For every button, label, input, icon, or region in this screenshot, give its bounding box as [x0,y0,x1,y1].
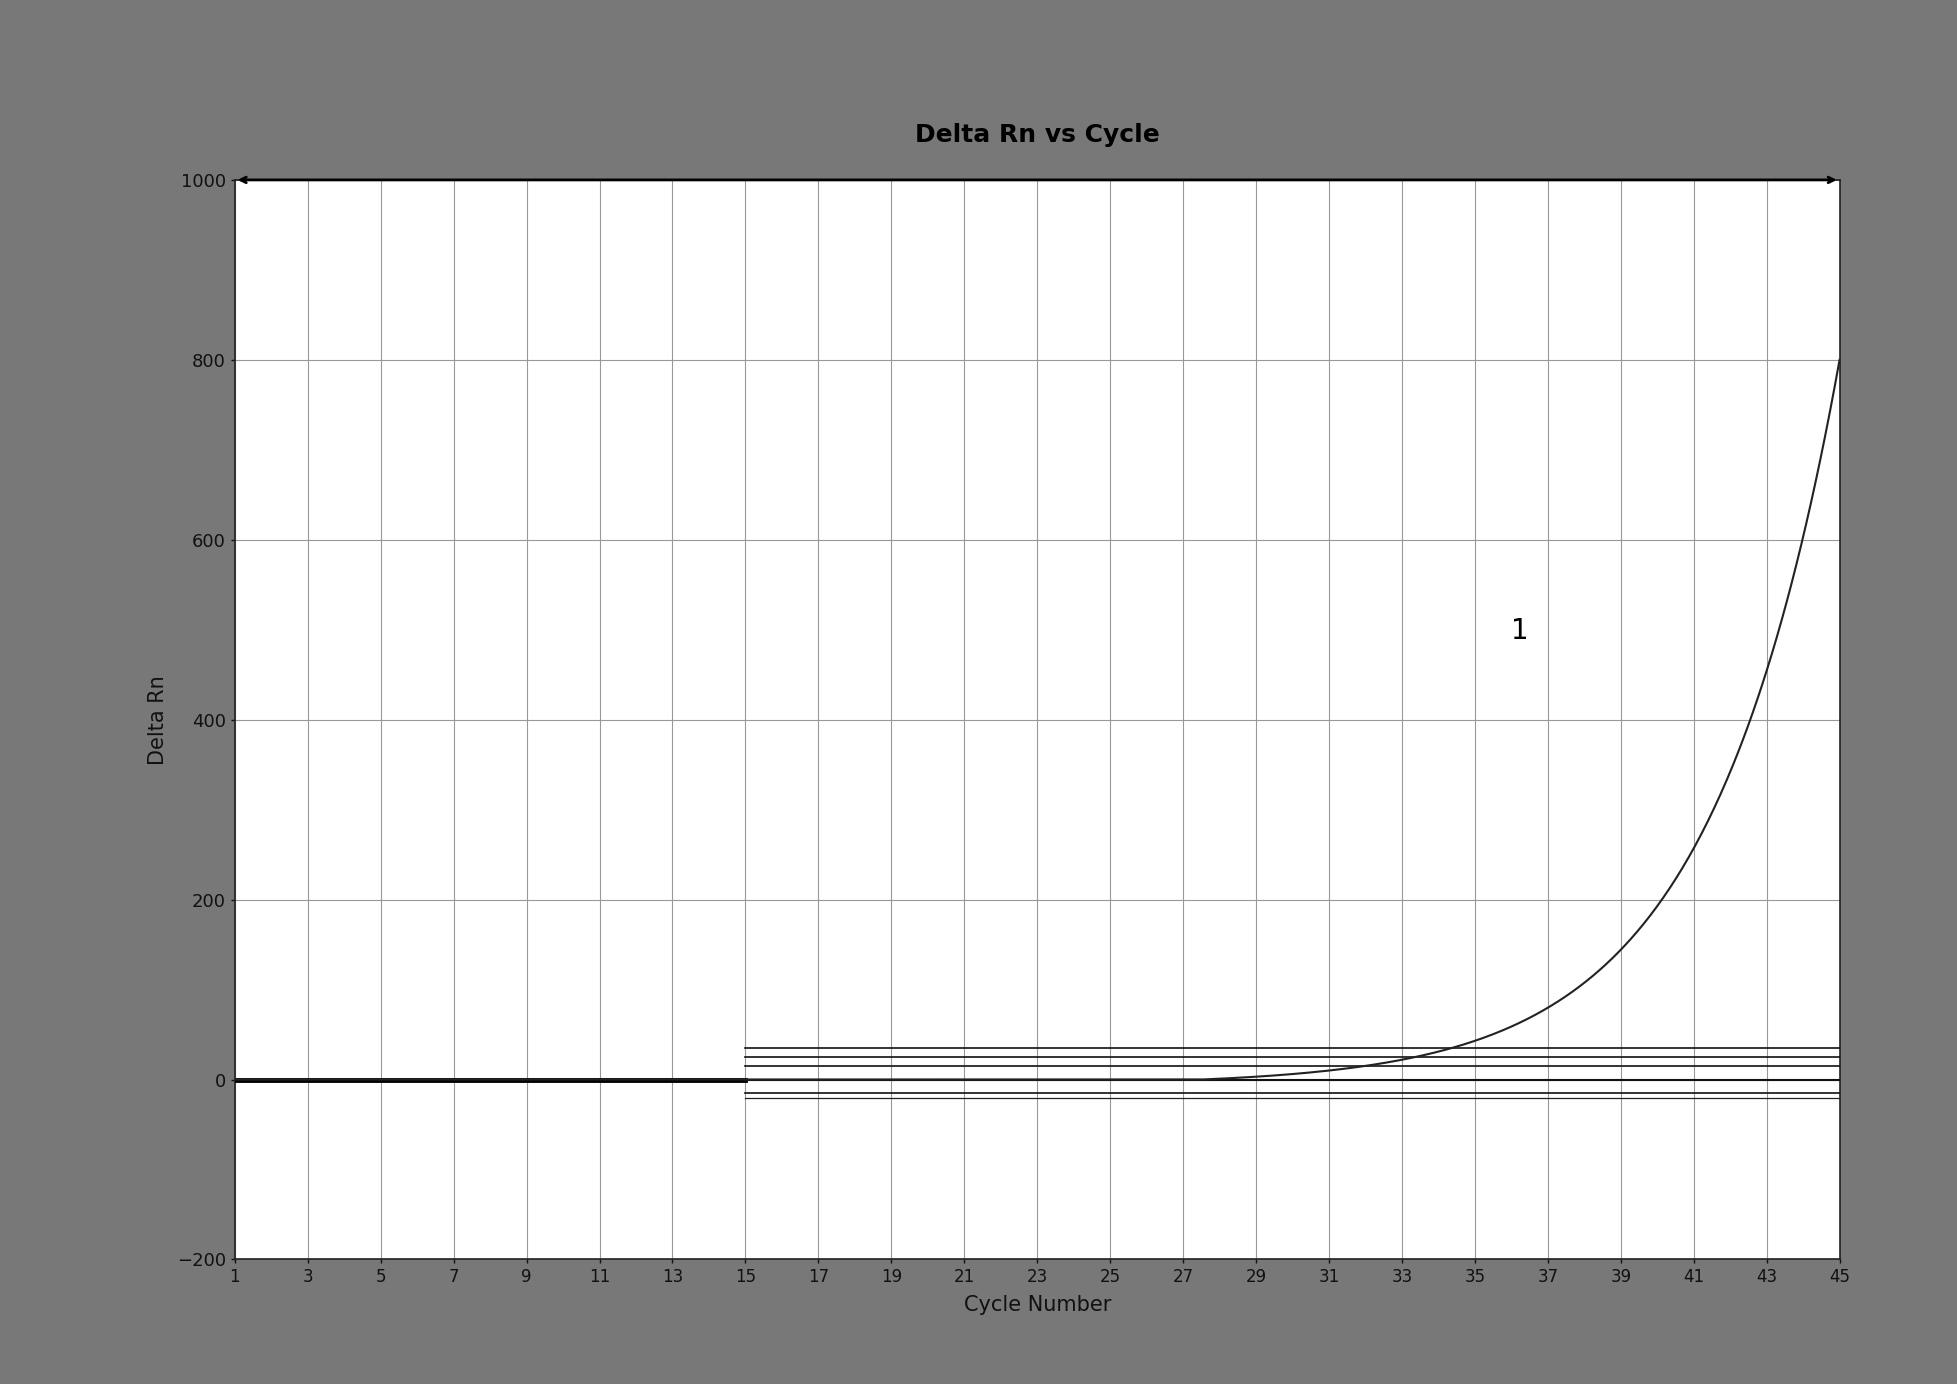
Text: Delta Rn vs Cycle: Delta Rn vs Cycle [914,123,1161,147]
Y-axis label: Delta Rn: Delta Rn [149,675,168,764]
Text: 1: 1 [1511,617,1528,645]
X-axis label: Cycle Number: Cycle Number [963,1295,1112,1315]
